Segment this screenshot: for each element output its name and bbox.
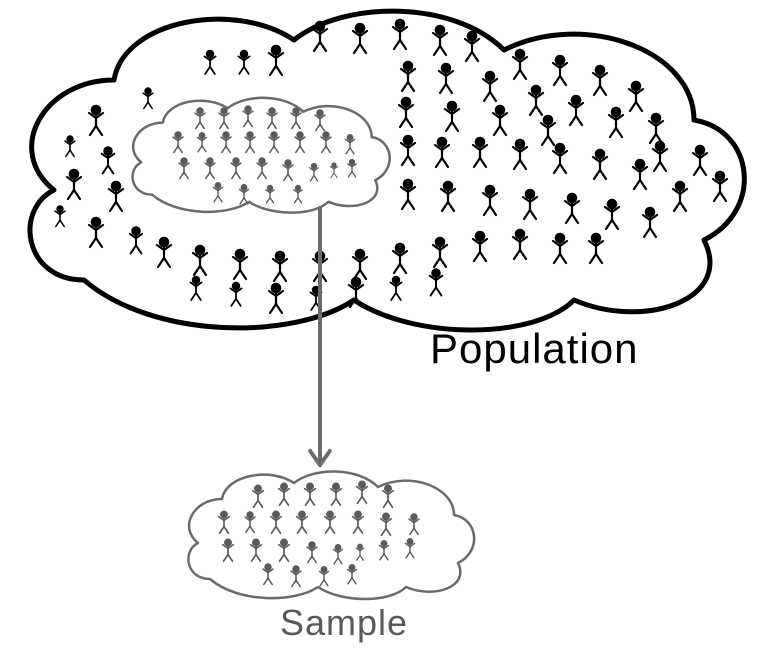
- population-label: Population: [430, 325, 639, 373]
- sample-inside-cloud: [133, 98, 390, 213]
- sample-label: Sample: [280, 602, 408, 644]
- diagram-canvas: [0, 0, 768, 650]
- sample-below-cloud: [188, 471, 474, 599]
